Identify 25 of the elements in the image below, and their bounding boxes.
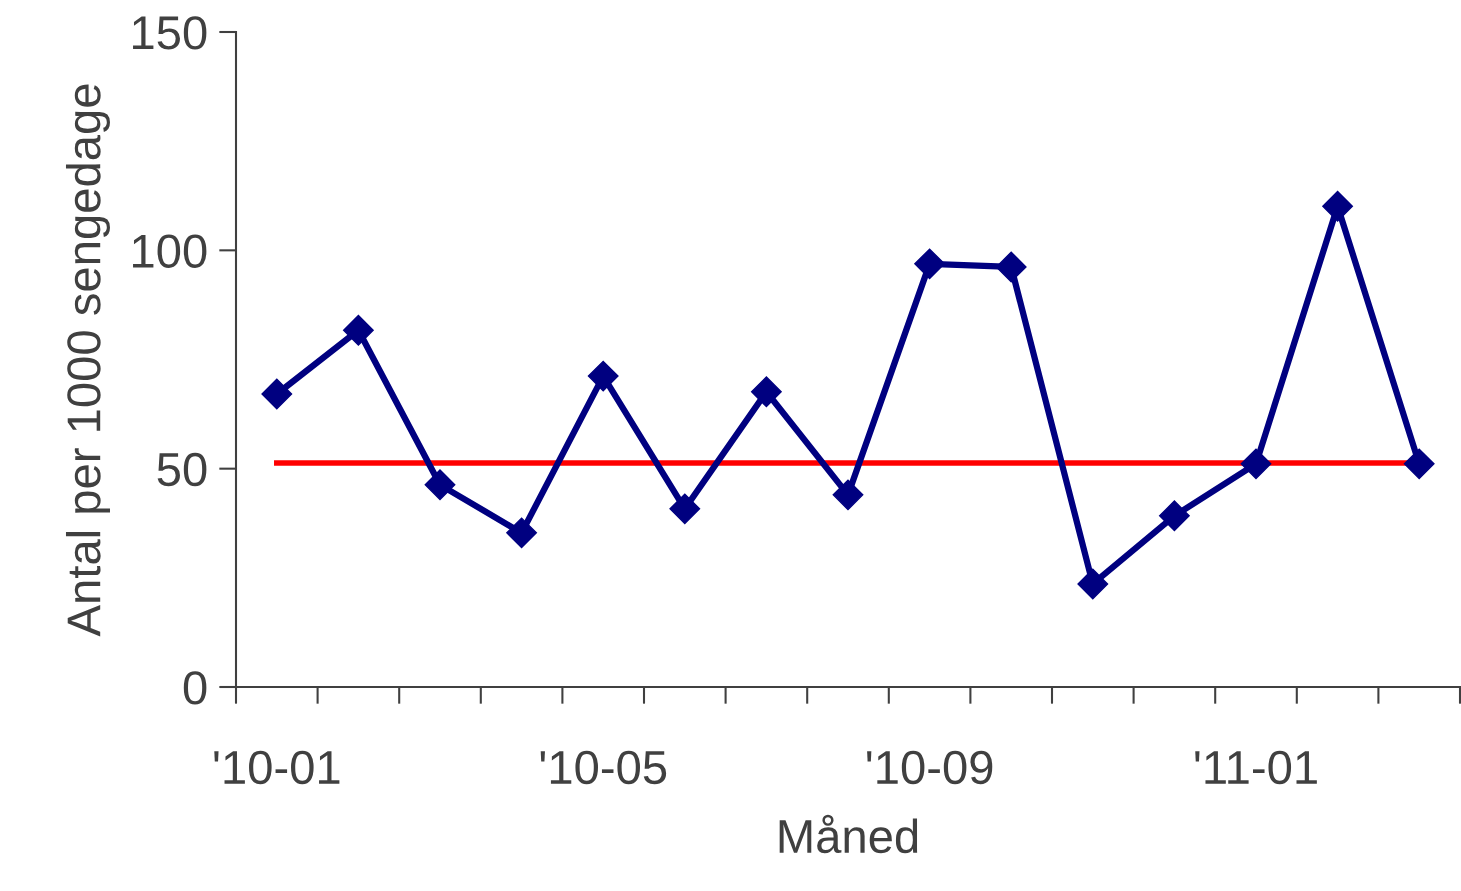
point (669, 493, 701, 525)
point (587, 360, 619, 392)
y-tick-label: 100 (133, 234, 207, 268)
point (342, 314, 374, 346)
point (1240, 448, 1272, 480)
point (506, 517, 538, 549)
point (261, 378, 293, 410)
point (1403, 448, 1435, 480)
point (1077, 568, 1109, 600)
y-tick-label: 0 (183, 671, 207, 705)
point (995, 251, 1027, 283)
point (424, 469, 456, 501)
x-tick-label: '10-05 (540, 750, 667, 785)
y-tick-label: 150 (133, 16, 207, 50)
y-tick-label: 50 (157, 452, 207, 487)
point (1158, 500, 1190, 532)
x-tick-label: '10-09 (867, 750, 993, 785)
x-axis-title: Måned (779, 814, 918, 854)
point (914, 248, 946, 280)
point (750, 376, 782, 408)
point (832, 479, 864, 511)
x-tick-label: '11-01 (1195, 750, 1317, 785)
y-axis-title: Antal per 1000 sengedage (65, 84, 110, 637)
point (1322, 190, 1354, 222)
x-tick-label: '10-01 (214, 750, 340, 785)
